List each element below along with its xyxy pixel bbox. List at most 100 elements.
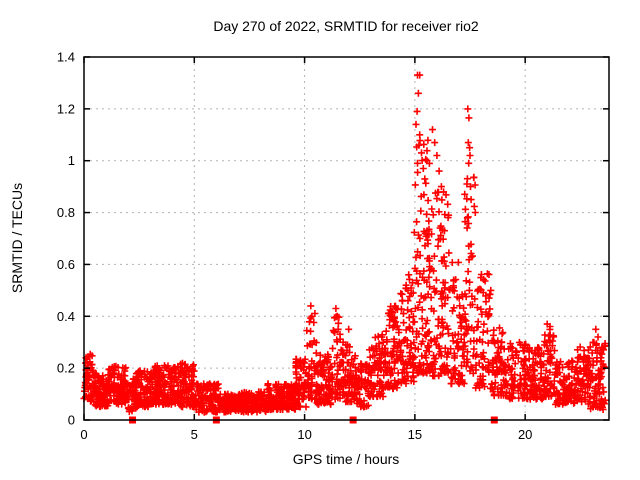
data-point	[333, 375, 340, 383]
data-point	[489, 331, 497, 339]
data-point	[489, 368, 497, 376]
data-point	[463, 355, 471, 363]
data-point	[508, 365, 516, 373]
data-point	[411, 353, 418, 361]
data-point	[445, 249, 453, 257]
data-point	[124, 393, 132, 401]
y-tick-label: 0.4	[57, 309, 75, 324]
data-point	[423, 157, 431, 165]
data-point	[451, 331, 459, 339]
data-point	[461, 205, 469, 213]
data-point	[104, 398, 112, 406]
data-point	[596, 370, 604, 378]
data-point	[574, 358, 581, 366]
data-point	[182, 373, 190, 381]
data-point	[188, 364, 196, 372]
data-point	[422, 293, 430, 301]
data-point	[425, 217, 433, 225]
data-point	[403, 360, 411, 368]
data-point	[467, 253, 475, 261]
data-point	[435, 344, 443, 352]
data-point	[484, 366, 492, 374]
data-point	[415, 231, 422, 239]
data-point	[409, 289, 417, 297]
data-point	[264, 380, 272, 388]
data-point	[449, 286, 457, 294]
data-point	[329, 387, 337, 395]
data-point	[599, 403, 606, 411]
data-point	[499, 329, 507, 336]
data-point	[180, 399, 188, 406]
data-point	[402, 281, 410, 289]
data-point	[375, 340, 383, 348]
data-point	[461, 190, 469, 198]
data-point	[174, 362, 182, 370]
data-point	[314, 389, 322, 397]
data-point	[440, 361, 448, 369]
data-point	[466, 152, 474, 159]
data-point	[471, 181, 479, 189]
data-point	[597, 354, 605, 362]
data-point	[297, 374, 305, 381]
data-point	[402, 326, 410, 334]
data-point	[142, 387, 150, 395]
data-point	[329, 344, 337, 352]
data-point	[339, 382, 347, 390]
data-point	[420, 191, 428, 199]
data-point	[416, 298, 424, 306]
data-point	[383, 380, 391, 388]
data-point	[317, 399, 325, 407]
data-point	[564, 397, 572, 405]
data-point	[310, 319, 318, 326]
data-point	[205, 400, 213, 407]
data-point	[589, 361, 597, 369]
data-point	[123, 380, 131, 388]
data-point	[161, 362, 168, 370]
data-point	[282, 404, 290, 411]
data-point	[485, 271, 493, 278]
data-point	[497, 343, 505, 351]
data-point	[430, 252, 438, 260]
data-point	[310, 337, 318, 345]
data-point	[494, 385, 502, 393]
data-point	[440, 188, 448, 196]
data-point	[317, 362, 324, 370]
data-point	[400, 310, 407, 318]
data-point	[217, 396, 225, 404]
data-point	[178, 364, 186, 372]
data-point	[435, 350, 443, 358]
data-point	[425, 348, 433, 356]
data-point	[134, 396, 142, 404]
data-point	[229, 402, 237, 409]
data-point	[414, 159, 421, 167]
data-point	[280, 383, 288, 391]
data-point	[456, 302, 464, 310]
data-point	[339, 338, 347, 346]
data-point	[489, 388, 497, 396]
data-point	[410, 339, 418, 346]
data-point	[414, 248, 422, 256]
data-point	[306, 340, 314, 348]
data-point	[455, 294, 463, 302]
data-point	[433, 152, 441, 159]
data-point	[397, 357, 405, 365]
data-point	[462, 330, 470, 338]
x-axis-label: GPS time / hours	[293, 451, 400, 467]
data-point	[421, 242, 429, 250]
data-point	[454, 342, 462, 350]
data-point	[443, 353, 451, 361]
data-point	[399, 352, 406, 360]
data-point	[552, 390, 559, 398]
data-point	[460, 304, 468, 312]
data-point	[555, 400, 563, 408]
data-point	[324, 384, 332, 392]
data-point	[126, 406, 133, 414]
data-point	[116, 397, 124, 405]
data-point	[541, 376, 549, 384]
data-point	[462, 362, 470, 370]
y-tick-label: 0.8	[57, 205, 75, 220]
data-point	[397, 346, 405, 354]
data-point	[355, 400, 363, 408]
data-point	[329, 327, 337, 334]
